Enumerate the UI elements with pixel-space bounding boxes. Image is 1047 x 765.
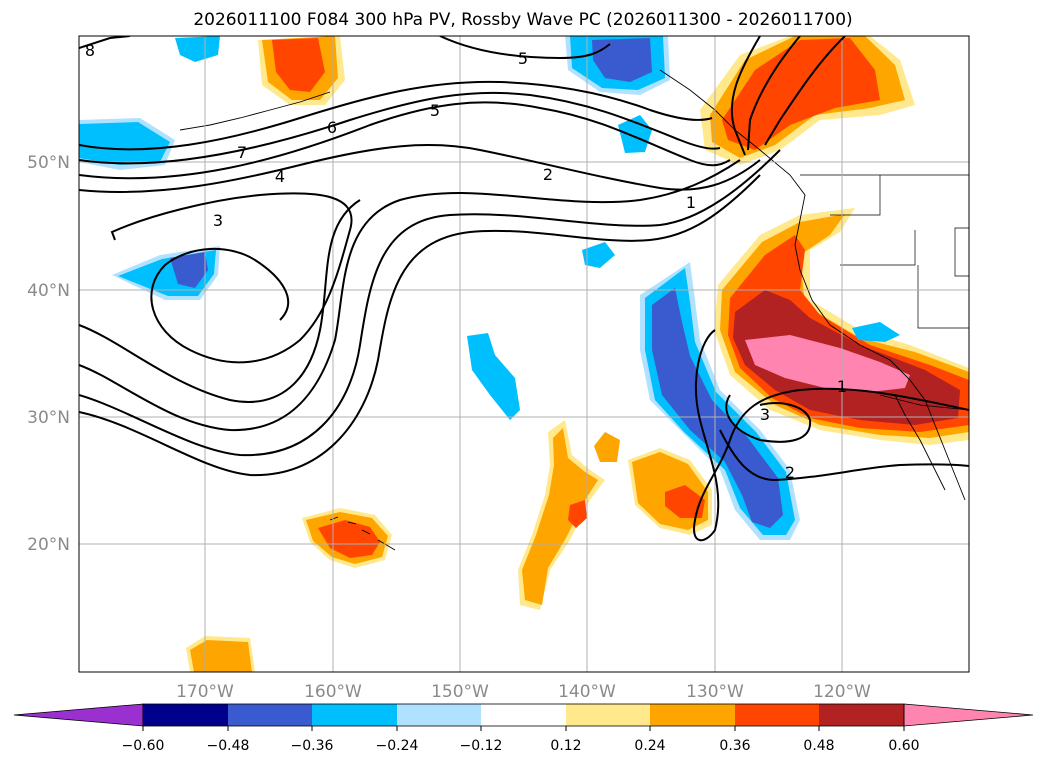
lat-label: 50°N	[27, 153, 70, 173]
lon-label: 150°W	[431, 682, 489, 702]
colorbar-bin	[312, 704, 397, 726]
anomaly-fill-southwest-orange	[190, 640, 252, 672]
contour-label: 5	[518, 49, 528, 68]
colorbar-bin	[819, 704, 904, 726]
colorbar-tick-label: −0.60	[122, 738, 165, 754]
anomaly-fill-california-pink	[745, 335, 910, 392]
colorbar-tick-label: 0.60	[888, 738, 919, 754]
contour-label: 1	[837, 377, 847, 396]
north-america-coastline	[659, 69, 966, 501]
contour-label: 1	[686, 193, 696, 212]
colorbar-tick-label: 0.36	[719, 738, 750, 754]
pv-contour-ridge-2	[747, 36, 801, 151]
anomaly-fill-subtropical-red	[665, 485, 705, 518]
state-borders	[800, 174, 969, 411]
contour-label: 2	[785, 463, 795, 482]
hawaii-islands	[329, 516, 396, 551]
anomaly-fill-west-pacific-blue	[79, 122, 170, 165]
pv-contour-4	[79, 144, 761, 193]
lat-label: 40°N	[27, 281, 70, 301]
anomaly-fill-small-blue-1	[618, 115, 652, 153]
colorbar-arrow-max	[903, 703, 1034, 727]
latitude-labels: 50°N 40°N 30°N 20°N	[27, 153, 70, 555]
anomaly-fill-small-blue-3	[175, 36, 220, 62]
pv-contour-ridge	[730, 36, 761, 156]
anomaly-fill-central-pacific-orange	[522, 428, 598, 605]
anomaly-fill-small-blue-4	[852, 322, 900, 342]
map-frame	[78, 35, 970, 673]
contour-label: 5	[430, 101, 440, 120]
colorbar-bin	[650, 704, 735, 726]
colorbar: −0.60 −0.48 −0.36 −0.24 −0.12 0.12 0.24 …	[13, 703, 1034, 754]
negative-anomaly-fills	[79, 36, 900, 540]
pv-contour-trough-3	[725, 394, 812, 443]
contour-label: 3	[213, 211, 223, 230]
pv-contour-3	[110, 192, 353, 364]
lon-label: 170°W	[176, 682, 234, 702]
colorbar-bin	[735, 704, 819, 726]
lon-label: 140°W	[558, 682, 616, 702]
lon-label: 120°W	[813, 682, 871, 702]
colorbar-tick-labels: −0.60 −0.48 −0.36 −0.24 −0.12 0.12 0.24 …	[122, 738, 920, 754]
colorbar-ticks	[142, 726, 905, 731]
contour-labels: 8 7 6 5 5 4 3 2 1 1 3 2	[85, 41, 847, 482]
baja-coast	[894, 394, 946, 491]
colorbar-bin	[566, 704, 650, 726]
contour-label: 7	[237, 143, 247, 162]
longitude-labels: 170°W 160°W 150°W 140°W 130°W 120°W	[176, 682, 871, 702]
pv-contour-trough-2	[719, 429, 969, 482]
anomaly-fill-central-north-blue-dark	[170, 252, 208, 288]
colorbar-tick-label: 0.24	[634, 738, 665, 754]
pv-contour-ridge-3	[764, 36, 846, 146]
colorbar-arrow-min	[13, 703, 144, 727]
lon-label: 160°W	[304, 682, 362, 702]
lat-label: 30°N	[27, 408, 70, 428]
anomaly-fill-aleutian-red	[272, 38, 325, 92]
state-border-1	[830, 175, 881, 216]
pv-contour-2	[79, 159, 741, 432]
pv-contour-3-outer	[79, 199, 361, 403]
contour-label: 6	[327, 118, 337, 137]
anomaly-fill-east-central-blue	[467, 333, 520, 420]
colorbar-bin	[397, 704, 481, 726]
anomaly-fill-small-blue-2	[582, 242, 615, 268]
colorbar-tick-label: 0.48	[803, 738, 834, 754]
state-border-4	[954, 227, 969, 277]
pv-contour-8	[79, 36, 131, 49]
pv-contour-6	[79, 91, 721, 165]
lon-label: 130°W	[686, 682, 744, 702]
anomaly-fill-central-pacific-red	[568, 500, 587, 528]
state-border-2	[840, 230, 916, 266]
colorbar-bin	[143, 704, 228, 726]
colorbar-tick-label: −0.24	[376, 738, 419, 754]
colorbar-frame	[142, 703, 905, 727]
pv-contour-trough-1	[693, 329, 969, 542]
contour-label: 2	[543, 165, 553, 184]
colorbar-tick-label: −0.48	[207, 738, 250, 754]
anomaly-fill-pacific-northwest-red	[722, 38, 880, 150]
us-mexico-border	[879, 394, 969, 411]
colorbar-tick-label: 0.12	[550, 738, 581, 754]
anomaly-fill-gulf-alaska-blue-dark	[592, 38, 652, 82]
colorbar-tick-label: −0.36	[291, 738, 334, 754]
contour-label: 4	[275, 167, 285, 186]
lat-label: 20°N	[27, 535, 70, 555]
colorbar-bin	[481, 704, 566, 726]
contour-label: 3	[760, 405, 770, 424]
anomaly-fill-trough-blue-dark	[652, 288, 783, 528]
anomaly-fill-small-orange	[594, 432, 620, 462]
colorbar-tick-label: −0.12	[460, 738, 503, 754]
pv-contour-7	[79, 80, 713, 151]
pv-contour-5b	[79, 101, 731, 180]
map-panel: 8 7 6 5 5 4 3 2 1 1 3 2	[79, 36, 969, 672]
colorbar-bin	[228, 704, 312, 726]
chart-title: 2026011100 F084 300 hPa PV, Rossby Wave …	[193, 10, 852, 30]
pv-contour-5a	[439, 36, 611, 60]
state-border-3	[917, 265, 969, 329]
pv-contour-1-outer	[79, 149, 781, 457]
pv-contours	[79, 36, 969, 542]
pv-contour-1-inner	[79, 174, 761, 477]
contour-label: 8	[85, 41, 95, 60]
